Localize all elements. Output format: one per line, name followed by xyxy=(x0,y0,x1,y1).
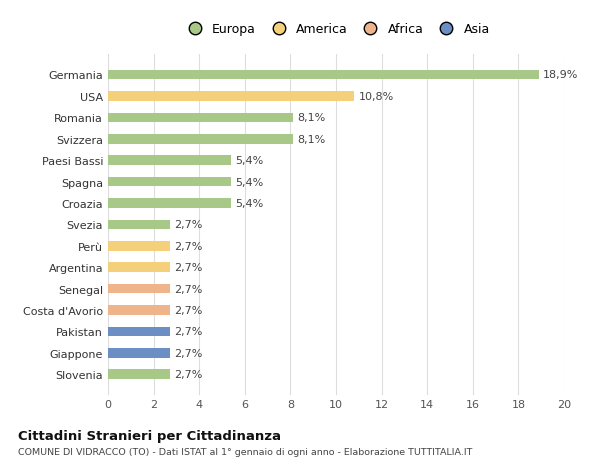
Bar xyxy=(108,306,170,315)
Text: 8,1%: 8,1% xyxy=(297,134,325,145)
Text: 2,7%: 2,7% xyxy=(173,348,202,358)
Text: 8,1%: 8,1% xyxy=(297,113,325,123)
Bar xyxy=(108,220,170,230)
Bar xyxy=(108,327,170,336)
Text: 18,9%: 18,9% xyxy=(543,70,578,80)
Legend: Europa, America, Africa, Asia: Europa, America, Africa, Asia xyxy=(179,21,493,39)
Bar xyxy=(108,134,293,144)
Text: Cittadini Stranieri per Cittadinanza: Cittadini Stranieri per Cittadinanza xyxy=(18,429,281,442)
Text: 2,7%: 2,7% xyxy=(173,369,202,380)
Bar xyxy=(108,113,293,123)
Bar xyxy=(108,284,170,294)
Text: 10,8%: 10,8% xyxy=(358,92,394,102)
Text: 2,7%: 2,7% xyxy=(173,263,202,273)
Bar xyxy=(108,369,170,379)
Bar xyxy=(108,199,231,208)
Text: 5,4%: 5,4% xyxy=(235,199,263,208)
Text: 5,4%: 5,4% xyxy=(235,156,263,166)
Text: 2,7%: 2,7% xyxy=(173,284,202,294)
Text: 5,4%: 5,4% xyxy=(235,177,263,187)
Text: COMUNE DI VIDRACCO (TO) - Dati ISTAT al 1° gennaio di ogni anno - Elaborazione T: COMUNE DI VIDRACCO (TO) - Dati ISTAT al … xyxy=(18,448,472,457)
Bar xyxy=(108,177,231,187)
Text: 2,7%: 2,7% xyxy=(173,327,202,337)
Text: 2,7%: 2,7% xyxy=(173,241,202,251)
Bar xyxy=(108,348,170,358)
Bar xyxy=(108,92,354,101)
Bar xyxy=(108,263,170,273)
Bar xyxy=(108,156,231,166)
Text: 2,7%: 2,7% xyxy=(173,305,202,315)
Bar xyxy=(108,71,539,80)
Text: 2,7%: 2,7% xyxy=(173,220,202,230)
Bar xyxy=(108,241,170,251)
